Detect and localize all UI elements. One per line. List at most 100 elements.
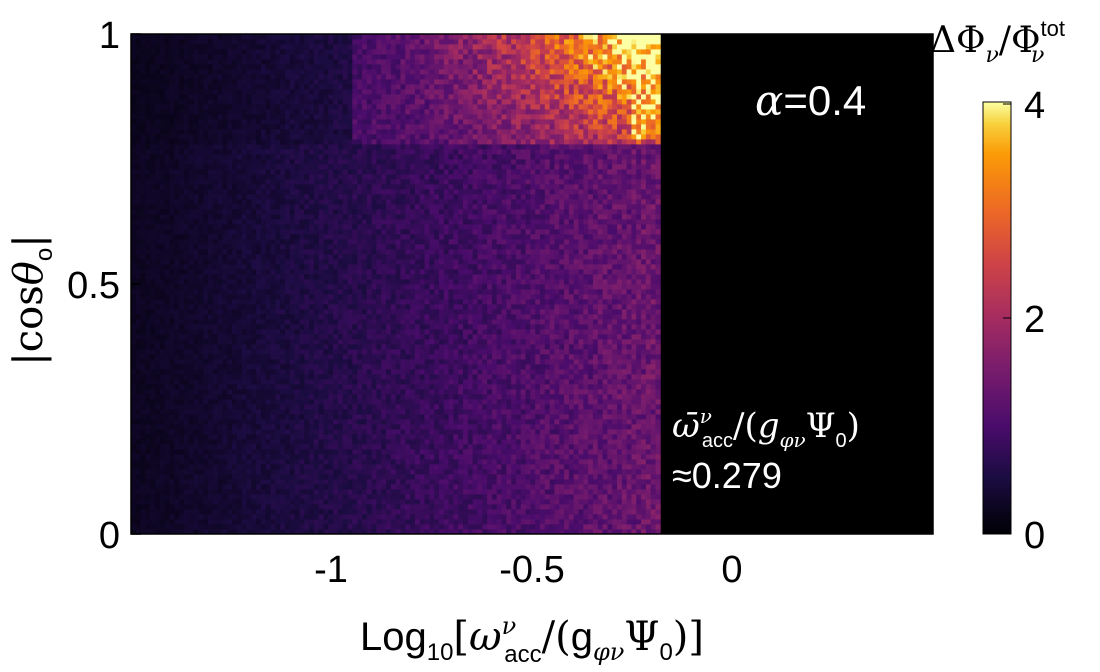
heatmap-cell	[203, 164, 209, 170]
heatmap-cell	[207, 54, 214, 60]
heatmap-cell	[289, 419, 296, 425]
heatmap-cell	[150, 179, 156, 185]
heatmap-cell	[169, 379, 175, 385]
heatmap-cell	[347, 94, 353, 100]
heatmap-cell	[232, 529, 238, 535]
heatmap-cell	[145, 274, 151, 280]
heatmap-cell	[193, 304, 199, 310]
heatmap-cell	[289, 314, 296, 320]
heatmap-cell	[222, 404, 228, 410]
heatmap-cell	[251, 254, 257, 260]
heatmap-cell	[164, 109, 170, 115]
heatmap-cell	[212, 184, 219, 190]
heatmap-cell	[145, 464, 151, 470]
heatmap-cell	[169, 464, 175, 470]
heatmap-cell	[337, 299, 344, 305]
heatmap-cell	[318, 379, 324, 385]
heatmap-cell	[193, 184, 199, 190]
heatmap-cell	[251, 39, 257, 45]
heatmap-cell	[352, 479, 358, 485]
heatmap-cell	[309, 224, 315, 230]
heatmap-cell	[183, 464, 190, 470]
heatmap-cell	[131, 274, 137, 280]
heatmap-cell	[284, 359, 291, 365]
heatmap-cell	[323, 39, 329, 45]
heatmap-cell	[265, 489, 271, 495]
heatmap-cell	[179, 314, 185, 320]
heatmap-cell	[207, 144, 214, 150]
heatmap-cell	[135, 384, 142, 390]
heatmap-cell	[135, 189, 142, 195]
heatmap-cell	[366, 379, 372, 385]
heatmap-cell	[203, 394, 209, 400]
heatmap-cell	[352, 39, 358, 45]
heatmap-cell	[251, 379, 257, 385]
heatmap-cell	[217, 369, 223, 375]
heatmap-cell	[352, 304, 358, 310]
heatmap-cell	[164, 169, 170, 175]
heatmap-cell	[366, 259, 372, 265]
heatmap-cell	[357, 109, 363, 115]
heatmap-cell	[361, 389, 368, 395]
heatmap-cell	[140, 439, 146, 445]
heatmap-cell	[222, 354, 228, 360]
heatmap-cell	[174, 304, 180, 310]
heatmap-cell	[236, 304, 243, 310]
heatmap-cell	[337, 274, 344, 280]
heatmap-cell	[159, 114, 166, 120]
heatmap-cell	[309, 174, 315, 180]
heatmap-cell	[361, 129, 368, 135]
heatmap-cell	[333, 144, 339, 150]
heatmap-cell	[241, 244, 247, 250]
heatmap-cell	[155, 254, 161, 260]
heatmap-cell	[299, 224, 305, 230]
heatmap-cell	[342, 84, 348, 90]
heatmap-cell	[217, 234, 223, 240]
heatmap-cell	[193, 374, 199, 380]
heatmap-cell	[333, 499, 339, 505]
heatmap-cell	[232, 239, 238, 245]
heatmap-cell	[294, 509, 300, 515]
heatmap-cell	[198, 514, 204, 520]
heatmap-cell	[217, 174, 223, 180]
heatmap-cell	[140, 274, 146, 280]
heatmap-cell	[357, 344, 363, 350]
heatmap-cell	[333, 504, 339, 510]
heatmap-cell	[131, 394, 137, 400]
heatmap-cell	[179, 104, 185, 110]
heatmap-cell	[193, 259, 199, 265]
heatmap-cell	[145, 369, 151, 375]
heatmap-cell	[275, 239, 281, 245]
heatmap-cell	[164, 359, 170, 365]
heatmap-cell	[198, 174, 204, 180]
heatmap-cell	[159, 184, 166, 190]
heatmap-cell	[207, 504, 214, 510]
heatmap-cell	[188, 49, 194, 55]
heatmap-cell	[280, 309, 286, 315]
heatmap-cell	[251, 159, 257, 165]
heatmap-cell	[212, 429, 219, 435]
heatmap-cell	[140, 179, 146, 185]
heatmap-cell	[361, 89, 368, 95]
heatmap-cell	[270, 224, 276, 230]
heatmap-cell	[265, 364, 271, 370]
heatmap-cell	[159, 434, 166, 440]
heatmap-cell	[284, 434, 291, 440]
heatmap-cell	[198, 264, 204, 270]
heatmap-cell	[145, 379, 151, 385]
heatmap-cell	[222, 499, 228, 505]
heatmap-cell	[328, 454, 334, 460]
heatmap-cell	[159, 49, 166, 55]
heatmap-cell	[183, 34, 190, 40]
heatmap-cell	[193, 134, 199, 140]
heatmap-cell	[270, 344, 276, 350]
heatmap-cell	[313, 384, 320, 390]
heatmap-cell	[337, 114, 344, 120]
heatmap-cell	[155, 44, 161, 50]
heatmap-cell	[236, 454, 243, 460]
heatmap-cell	[313, 104, 320, 110]
heatmap-cell	[323, 454, 329, 460]
heatmap-cell	[207, 49, 214, 55]
heatmap-cell	[275, 314, 281, 320]
heatmap-cell	[309, 529, 315, 535]
